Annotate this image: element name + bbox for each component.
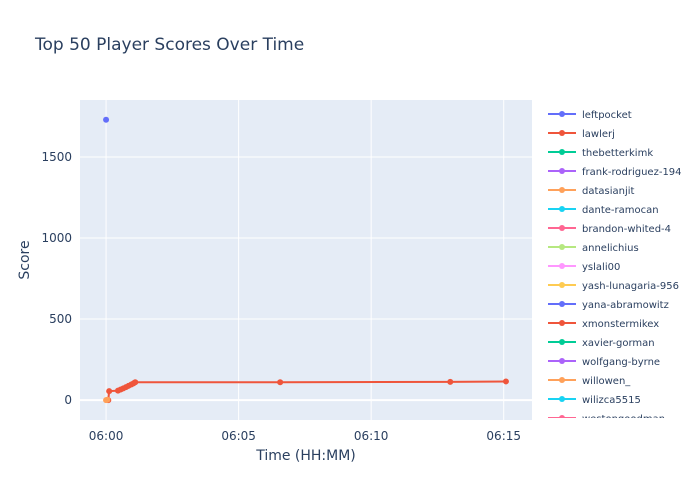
legend-marker bbox=[559, 130, 565, 136]
y-tick-label: 1500 bbox=[41, 150, 72, 164]
legend-label: xmonstermikex bbox=[582, 319, 659, 330]
legend-marker bbox=[559, 415, 565, 421]
legend-label: annelichius bbox=[582, 243, 639, 254]
x-tick-label: 06:05 bbox=[221, 429, 256, 443]
point bbox=[104, 397, 110, 403]
legend-label: willowen_ bbox=[582, 376, 631, 387]
point bbox=[103, 117, 109, 123]
legend-marker bbox=[559, 358, 565, 364]
legend-label: yana-abramowitz bbox=[582, 300, 669, 311]
legend-marker bbox=[559, 187, 565, 193]
legend-marker bbox=[559, 377, 565, 383]
legend-label: dante-ramocan bbox=[582, 205, 659, 216]
legend-marker bbox=[559, 339, 565, 345]
legend-marker bbox=[559, 396, 565, 402]
x-tick-label: 06:10 bbox=[354, 429, 389, 443]
point bbox=[503, 378, 509, 384]
point bbox=[106, 388, 112, 394]
legend-marker bbox=[559, 320, 565, 326]
y-axis-label: Score bbox=[17, 240, 33, 279]
legend-label: yash-lunagaria-956 bbox=[582, 281, 679, 292]
legend-marker bbox=[559, 111, 565, 117]
x-axis-label: Time (HH:MM) bbox=[255, 448, 356, 464]
legend-marker bbox=[559, 301, 565, 307]
point bbox=[277, 379, 283, 385]
legend-label: wolfgang-byrne bbox=[582, 357, 660, 368]
legend-label: westongoodman bbox=[582, 414, 665, 425]
y-tick-label: 500 bbox=[49, 312, 72, 326]
legend-marker bbox=[559, 263, 565, 269]
y-tick-label: 1000 bbox=[41, 231, 72, 245]
point bbox=[447, 379, 453, 385]
legend: leftpocket lawlerj thebetterkimk frank-rodr… bbox=[548, 110, 682, 425]
chart-title: Top 50 Player Scores Over Time bbox=[34, 35, 304, 55]
legend-marker bbox=[559, 149, 565, 155]
legend-label: thebetterkimk bbox=[582, 148, 653, 159]
y-tick-label: 0 bbox=[64, 393, 72, 407]
legend-marker bbox=[559, 282, 565, 288]
x-tick-label: 06:15 bbox=[486, 429, 521, 443]
legend-marker bbox=[559, 244, 565, 250]
legend-label: frank-rodriguez-194 bbox=[582, 167, 682, 178]
legend-marker bbox=[559, 168, 565, 174]
legend-label: wilizca5515 bbox=[582, 395, 641, 406]
x-tick-label: 06:00 bbox=[89, 429, 124, 443]
plot-area bbox=[80, 100, 532, 420]
legend-label: lawlerj bbox=[582, 129, 615, 140]
legend-marker bbox=[559, 225, 565, 231]
legend-label: datasianjit bbox=[582, 186, 635, 197]
legend-marker bbox=[559, 206, 565, 212]
legend-label: brandon-whited-4 bbox=[582, 224, 671, 235]
legend-label: yslali00 bbox=[582, 262, 620, 273]
legend-label: leftpocket bbox=[582, 110, 632, 121]
legend-label: xavier-gorman bbox=[582, 338, 655, 349]
point bbox=[132, 379, 138, 385]
